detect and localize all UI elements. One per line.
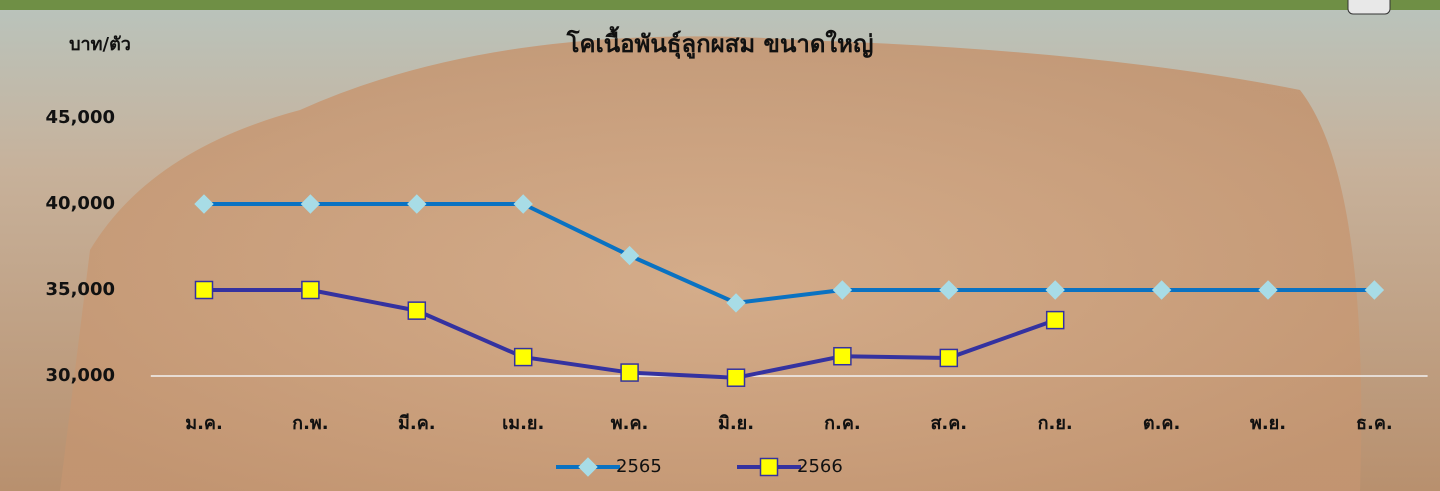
y-tick-label: 40,000 xyxy=(46,193,115,214)
legend-label: 2565 xyxy=(616,456,662,477)
data-point xyxy=(833,346,852,366)
data-point xyxy=(1258,280,1278,300)
chart-title: โคเนื้อพันธุ์ลูกผสม ขนาดใหญ่ xyxy=(566,25,874,60)
data-point xyxy=(619,245,640,266)
data-point xyxy=(1364,280,1385,300)
x-tick-label: พ.ย. xyxy=(1250,413,1286,434)
data-point xyxy=(726,368,746,387)
x-tick-label: ม.ค. xyxy=(185,413,223,434)
data-point xyxy=(1151,280,1172,300)
x-tick-label: ก.ค. xyxy=(824,413,861,434)
data-point xyxy=(832,280,853,300)
data-point xyxy=(194,280,214,300)
photo-cow xyxy=(60,36,1362,491)
y-tick-label: 35,000 xyxy=(46,279,115,300)
x-tick-label: ต.ค. xyxy=(1143,413,1180,434)
data-point xyxy=(939,348,959,368)
legend-marker xyxy=(759,457,779,477)
data-point xyxy=(513,347,533,367)
y-tick-label: 45,000 xyxy=(46,107,115,128)
x-tick-label: พ.ค. xyxy=(611,413,649,434)
x-tick-label: ก.ย. xyxy=(1038,413,1073,434)
data-point xyxy=(939,280,959,300)
x-tick-label: เม.ย. xyxy=(502,413,544,434)
legend-marker xyxy=(578,457,598,477)
data-point xyxy=(1045,280,1065,300)
x-tick-label: มิ.ย. xyxy=(718,413,754,434)
corner-button[interactable] xyxy=(1347,0,1391,15)
x-tick-label: ก.พ. xyxy=(292,413,328,434)
data-point xyxy=(301,280,320,300)
x-tick-label: มี.ค. xyxy=(398,413,436,434)
series-line xyxy=(204,202,1375,305)
data-point xyxy=(300,194,321,214)
data-point xyxy=(513,194,533,214)
data-point xyxy=(407,301,427,320)
data-point xyxy=(1045,310,1065,330)
x-tick-label: ส.ค. xyxy=(930,413,967,434)
x-tick-label: ธ.ค. xyxy=(1356,413,1393,434)
legend-label: 2566 xyxy=(797,456,843,477)
data-point xyxy=(194,194,214,214)
y-tick-label: 30,000 xyxy=(46,365,115,386)
data-point xyxy=(407,194,427,214)
data-point xyxy=(726,293,746,313)
data-point xyxy=(620,363,639,382)
y-axis-label: บาท/ตัว xyxy=(69,34,131,55)
top-bar xyxy=(0,0,1440,10)
